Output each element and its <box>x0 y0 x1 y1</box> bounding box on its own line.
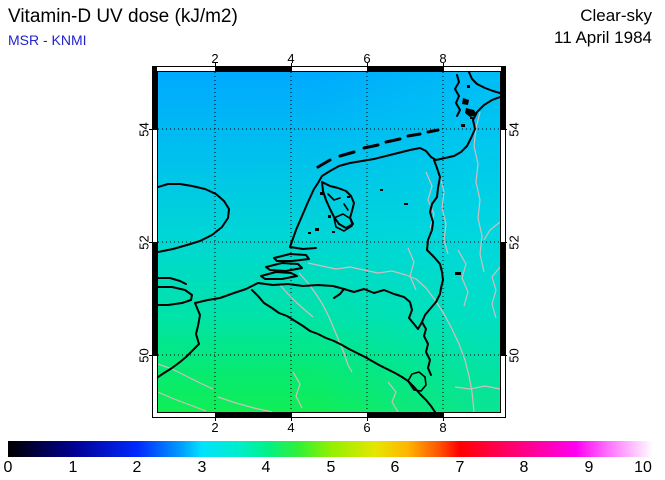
frame-segment <box>153 129 157 242</box>
axis-tick <box>291 412 292 421</box>
axis-tick <box>149 242 158 243</box>
frame-segment <box>443 413 505 417</box>
lat-label-left: 52 <box>136 235 152 250</box>
map-frame <box>149 63 507 421</box>
map-plot-area <box>157 71 501 413</box>
frame-segment <box>501 67 505 129</box>
axis-tick <box>215 412 216 421</box>
lat-label-right: 54 <box>506 122 522 137</box>
graticule <box>158 72 500 412</box>
frame-segment <box>291 413 367 417</box>
colorbar-label: 10 <box>634 459 652 476</box>
frame-segment <box>501 355 505 417</box>
frame-segment <box>443 67 505 71</box>
map-graphics <box>158 72 500 412</box>
colorbar-label: 1 <box>68 459 78 476</box>
lon-label-bottom: 8 <box>439 420 447 435</box>
axis-tick <box>149 129 158 130</box>
date-label: 11 April 1984 <box>554 28 652 47</box>
axis-tick <box>498 129 507 130</box>
axis-tick <box>498 355 507 356</box>
lat-label-right: 50 <box>506 348 522 363</box>
frame-segment <box>153 242 157 355</box>
lon-label-bottom: 2 <box>211 420 219 435</box>
lon-label-bottom: 6 <box>363 420 371 435</box>
frame-segment <box>291 67 367 71</box>
condition-label: Clear-sky <box>580 6 652 25</box>
coastlines <box>158 72 500 412</box>
colorbar-label: 6 <box>390 459 400 476</box>
colorbar-label: 5 <box>326 459 336 476</box>
frame-segment <box>153 67 215 71</box>
frame-segment <box>501 129 505 242</box>
frame-segment <box>215 413 291 417</box>
frame-segment <box>153 413 215 417</box>
map-dots <box>308 85 477 275</box>
axis-tick <box>149 355 158 356</box>
frame-segment <box>367 67 443 71</box>
colorbar-gradient <box>8 441 653 457</box>
axis-tick <box>498 242 507 243</box>
rivers <box>158 111 500 412</box>
frame-segment <box>153 67 157 129</box>
frame-segment <box>367 413 443 417</box>
lat-label-left: 50 <box>136 348 152 363</box>
axis-tick <box>367 412 368 421</box>
lon-label-top: 8 <box>439 51 447 66</box>
colorbar-label: 8 <box>519 459 529 476</box>
colorbar-label: 0 <box>3 459 13 476</box>
wadden-islands <box>316 128 440 169</box>
lon-label-top: 4 <box>287 51 295 66</box>
lat-label-left: 54 <box>136 122 152 137</box>
axis-tick <box>443 63 444 72</box>
axis-tick <box>367 63 368 72</box>
axis-tick <box>215 63 216 72</box>
axis-tick <box>291 63 292 72</box>
lon-label-bottom: 4 <box>287 420 295 435</box>
frame-segment <box>501 242 505 355</box>
figure-title: Vitamin-D UV dose (kJ/m2) <box>8 6 238 27</box>
frame-segment <box>215 67 291 71</box>
colorbar-label: 7 <box>455 459 465 476</box>
axis-tick <box>443 412 444 421</box>
colorbar-label: 2 <box>132 459 142 476</box>
colorbar-label: 9 <box>584 459 594 476</box>
colorbar-label: 4 <box>261 459 271 476</box>
colorbar-label: 3 <box>197 459 207 476</box>
lon-label-top: 6 <box>363 51 371 66</box>
map-subtitle: MSR - KNMI <box>8 32 87 48</box>
lon-label-top: 2 <box>211 51 219 66</box>
frame-segment <box>153 355 157 417</box>
lat-label-right: 52 <box>506 235 522 250</box>
